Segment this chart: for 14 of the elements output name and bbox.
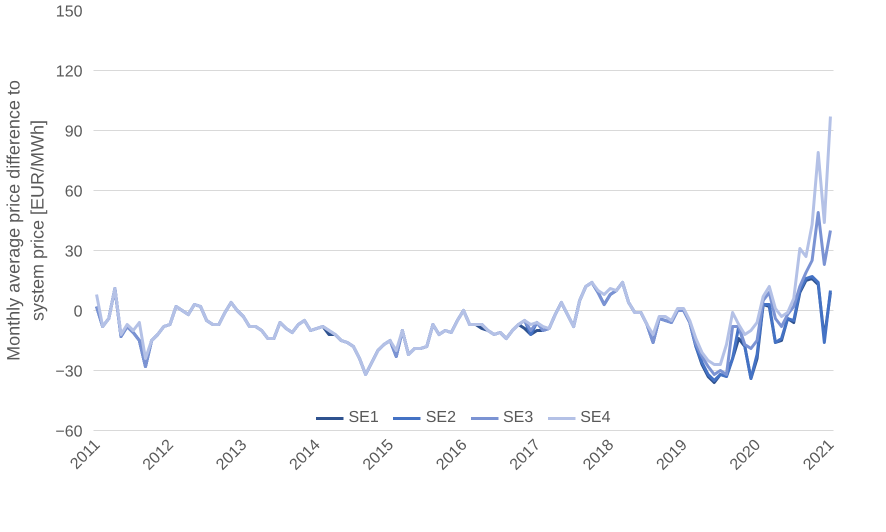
y-tick-label: −30 — [55, 364, 83, 380]
y-tick-label: 60 — [64, 184, 83, 200]
y-tick-label: 30 — [64, 244, 83, 260]
line-series — [95, 115, 832, 376]
y-axis-title: Monthly average price difference to system price [EUR/MWh] — [3, 80, 48, 361]
y-tick-label: 0 — [74, 304, 83, 320]
y-tick-label: 90 — [64, 124, 83, 140]
legend-label: SE1 — [348, 409, 379, 427]
y-tick-label: −60 — [55, 424, 83, 440]
legend-label: SE4 — [580, 409, 610, 427]
legend-label: SE3 — [503, 409, 534, 427]
y-tick-label: 150 — [56, 4, 83, 20]
legend-label: SE2 — [426, 409, 456, 427]
y-tick-label: 120 — [56, 64, 83, 80]
